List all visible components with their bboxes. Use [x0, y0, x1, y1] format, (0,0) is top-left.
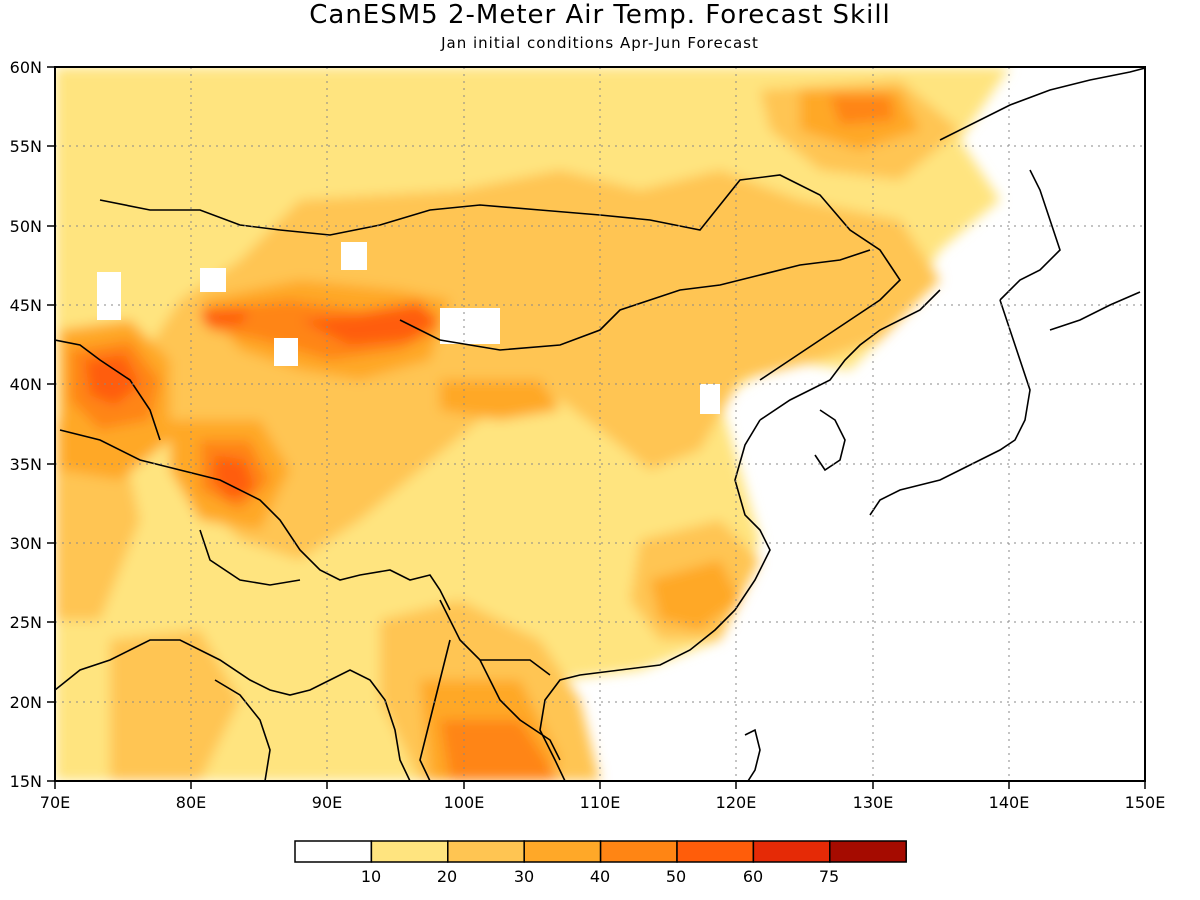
lon-tick-label: 150E	[1125, 793, 1166, 812]
lat-tick-label: 40N	[10, 375, 42, 394]
latitude-labels: 60N 55N 50N 45N 40N 35N 30N 25N 20N 15N	[10, 58, 42, 791]
lon-tick-label: 100E	[444, 793, 485, 812]
colorbar	[294, 840, 907, 863]
coastlines-borders	[55, 67, 1145, 781]
colorbar-swatch	[294, 840, 373, 863]
colorbar-swatch	[829, 840, 907, 863]
colorbar-label: 60	[743, 867, 763, 886]
colorbar-swatch	[370, 840, 449, 863]
colorbar-swatch	[599, 840, 678, 863]
colorbar-label: 20	[437, 867, 457, 886]
lon-tick-label: 140E	[989, 793, 1030, 812]
lat-tick-label: 35N	[10, 455, 42, 474]
lon-tick-label: 70E	[40, 793, 70, 812]
longitude-labels: 70E 80E 90E 100E 110E 120E 130E 140E 150…	[40, 793, 1166, 812]
lon-tick-label: 80E	[176, 793, 206, 812]
lat-tick-label: 55N	[10, 137, 42, 156]
map-subtitle: Jan initial conditions Apr-Jun Forecast	[441, 34, 759, 52]
colorbar-labels: 10 20 30 40 50 60 75	[361, 867, 839, 886]
lat-tick-label: 30N	[10, 534, 42, 553]
colorbar-swatch	[447, 840, 525, 863]
lon-tick-label: 110E	[580, 793, 621, 812]
colorbar-label: 75	[819, 867, 839, 886]
lat-tick-label: 20N	[10, 693, 42, 712]
lat-tick-label: 45N	[10, 296, 42, 315]
gridlines	[55, 67, 1145, 781]
colorbar-swatch	[676, 840, 755, 863]
colorbar-label: 50	[666, 867, 686, 886]
lat-tick-label: 25N	[10, 613, 42, 632]
lon-tick-label: 120E	[716, 793, 757, 812]
lon-tick-label: 130E	[853, 793, 894, 812]
colorbar-label: 30	[514, 867, 534, 886]
lat-tick-label: 50N	[10, 217, 42, 236]
lat-tick-label: 60N	[10, 58, 42, 77]
colorbar-swatch	[523, 840, 602, 863]
map-title: CanESM5 2-Meter Air Temp. Forecast Skill	[309, 0, 891, 30]
colorbar-label: 40	[590, 867, 610, 886]
lon-tick-label: 90E	[312, 793, 342, 812]
lat-tick-label: 15N	[10, 772, 42, 791]
colorbar-swatch	[752, 840, 831, 863]
axis-ticks	[47, 66, 1146, 789]
colorbar-label: 10	[361, 867, 381, 886]
